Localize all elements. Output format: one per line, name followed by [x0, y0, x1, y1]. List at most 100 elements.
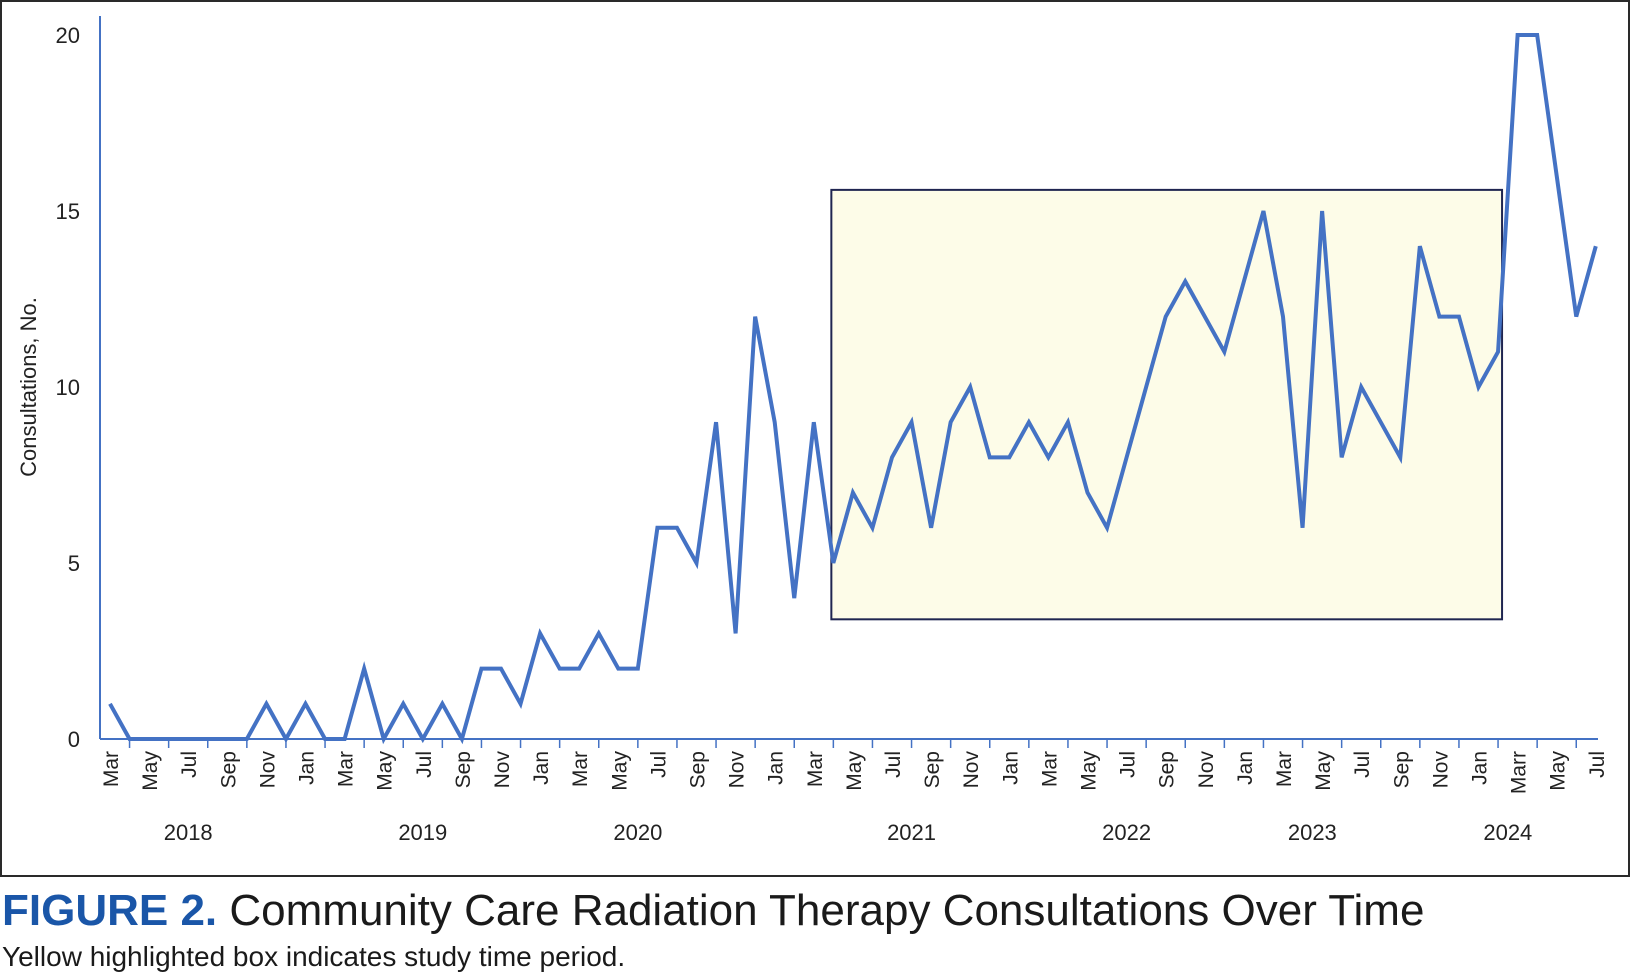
x-tick-label: Sep — [452, 751, 475, 788]
data-point — [1359, 385, 1363, 389]
x-tick-label: Jul — [1351, 751, 1374, 778]
data-point — [1125, 455, 1129, 459]
data-point — [1379, 420, 1383, 424]
data-point — [1007, 455, 1011, 459]
x-tick-label: Mar — [1273, 751, 1296, 787]
data-point — [401, 702, 405, 706]
x-tick-label: Nov — [1429, 751, 1452, 789]
year-label: 2022 — [1102, 820, 1151, 845]
x-tick-label: Mar — [569, 751, 592, 787]
data-point — [870, 526, 874, 530]
x-tick-label: Mar — [100, 751, 123, 787]
y-tick-label: 20 — [56, 23, 80, 48]
x-tick-label: May — [1312, 751, 1335, 791]
data-point — [1496, 350, 1500, 354]
data-point — [1398, 455, 1402, 459]
y-tick-label: 15 — [56, 199, 80, 224]
data-point — [1340, 455, 1344, 459]
data-point — [1203, 315, 1207, 319]
data-point — [831, 561, 835, 565]
data-point — [812, 420, 816, 424]
data-point — [1066, 420, 1070, 424]
year-label: 2019 — [398, 820, 447, 845]
data-point — [343, 737, 347, 741]
x-tick-label: Mar — [1038, 751, 1061, 787]
y-tick-label: 10 — [56, 375, 80, 400]
data-point — [499, 667, 503, 671]
y-axis: 0 5 10 15 20 — [56, 16, 101, 752]
data-point — [1516, 33, 1520, 37]
data-point — [264, 702, 268, 706]
data-point — [225, 737, 229, 741]
x-tick-label: Sep — [1390, 751, 1413, 788]
data-point — [421, 737, 425, 741]
year-label: 2021 — [887, 820, 936, 845]
data-point — [479, 667, 483, 671]
x-tick-label: Nov — [1195, 751, 1218, 789]
data-point — [714, 420, 718, 424]
year-label: 2023 — [1288, 820, 1337, 845]
data-point — [206, 737, 210, 741]
data-point — [1242, 279, 1246, 283]
data-point — [675, 526, 679, 530]
data-point — [1281, 315, 1285, 319]
data-point — [949, 420, 953, 424]
data-point — [597, 631, 601, 635]
data-point — [773, 420, 777, 424]
data-point — [851, 491, 855, 495]
data-point — [890, 455, 894, 459]
x-tick-label: Sep — [687, 751, 710, 788]
study-period-highlight-box — [830, 188, 1504, 621]
data-point — [245, 737, 249, 741]
x-tick-label: Jan — [530, 751, 553, 785]
x-tick-label: Nov — [256, 751, 279, 789]
data-point — [1046, 455, 1050, 459]
data-point — [929, 526, 933, 530]
x-tick-label: May — [843, 751, 866, 791]
x-tick-label: Jul — [178, 751, 201, 778]
data-point — [519, 702, 523, 706]
data-point — [910, 420, 914, 424]
data-point — [1144, 385, 1148, 389]
data-point — [577, 667, 581, 671]
data-point — [1555, 174, 1559, 178]
data-point — [1164, 315, 1168, 319]
data-point — [1183, 279, 1187, 283]
data-point — [636, 667, 640, 671]
data-point — [616, 667, 620, 671]
data-point — [147, 737, 151, 741]
y-tick-label: 0 — [68, 727, 80, 752]
x-tick-label: Jan — [999, 751, 1022, 785]
data-point — [1535, 33, 1539, 37]
data-point — [988, 455, 992, 459]
data-point — [108, 702, 112, 706]
data-point — [695, 561, 699, 565]
year-label: 2024 — [1483, 820, 1532, 845]
series-line — [108, 33, 1598, 745]
data-point — [304, 702, 308, 706]
data-point — [1320, 209, 1324, 213]
x-tick-label: May — [139, 751, 162, 791]
figure-caption: FIGURE 2. Community Care Radiation Thera… — [2, 886, 1424, 936]
x-tick-label: Jul — [1586, 751, 1609, 778]
data-point — [968, 385, 972, 389]
data-point — [734, 631, 738, 635]
line-chart: 0 5 10 15 20 Mar May Jul Sep Nov Jan Mar May Jul Sep N… — [16, 16, 1609, 845]
data-point — [1301, 526, 1305, 530]
x-tick-label: Jul — [413, 751, 436, 778]
data-point — [1261, 209, 1265, 213]
data-point — [382, 737, 386, 741]
y-tick-label: 5 — [68, 551, 80, 576]
chart-frame — [0, 0, 1630, 877]
x-tick-label: May — [1547, 751, 1570, 791]
data-point — [1086, 491, 1090, 495]
data-point — [284, 737, 288, 741]
data-point — [1027, 420, 1031, 424]
figure-title: Community Care Radiation Therapy Consult… — [229, 886, 1425, 935]
y-axis-title: Consultations, No. — [16, 297, 41, 477]
data-point — [538, 631, 542, 635]
x-tick-label: May — [608, 751, 631, 791]
data-point — [1105, 526, 1109, 530]
year-label: 2018 — [164, 820, 213, 845]
x-tick-label: Jul — [882, 751, 905, 778]
